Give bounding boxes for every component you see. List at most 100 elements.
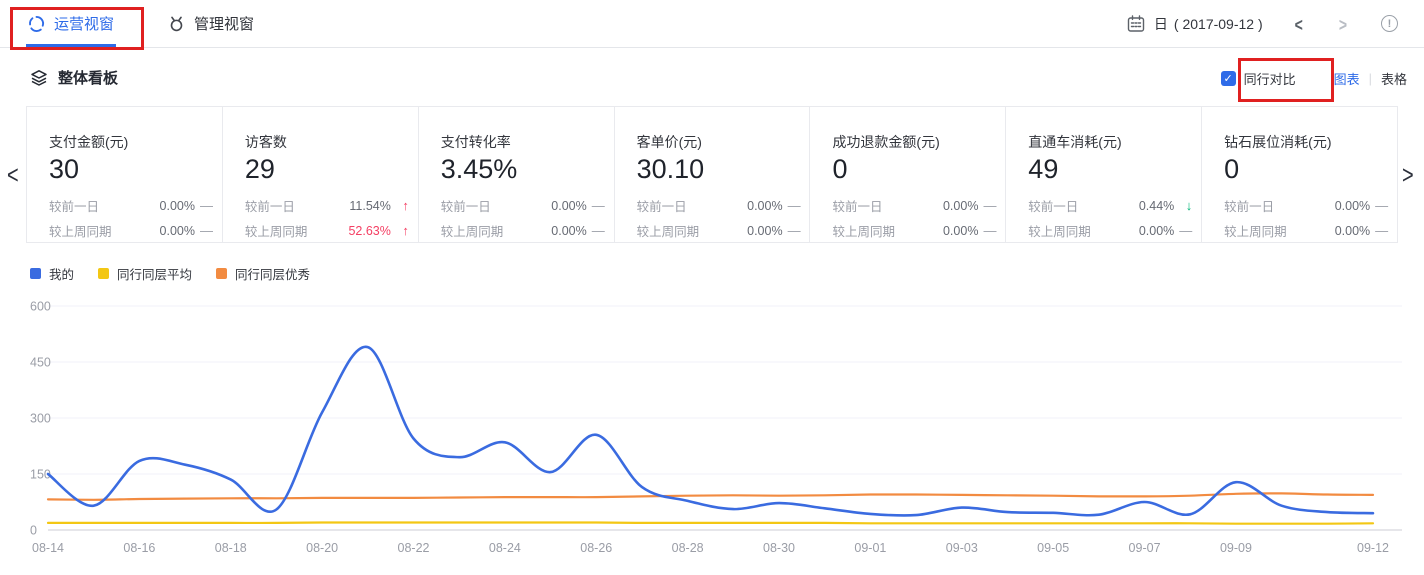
- metric-label: 较上周同期: [1224, 225, 1287, 239]
- kpi-card[interactable]: 客单价(元) 30.10 较前一日 0.00% — 较上周同期 0.00% —: [615, 107, 811, 242]
- kpi-card[interactable]: 直通车消耗(元) 49 较前一日 0.44% ↓ 较上周同期 0.00% —: [1006, 107, 1203, 242]
- kpi-title: 客单价(元): [636, 134, 702, 150]
- kpi-title: 支付金额(元): [49, 134, 129, 150]
- metric-row: 较上周同期 0.00% —: [832, 221, 996, 240]
- metric-label: 较前一日: [440, 200, 491, 214]
- kpi-value: 0: [1224, 154, 1240, 184]
- metric-change-value: 0.00%: [942, 223, 979, 238]
- metric-row: 较前一日 11.54% ↑: [245, 196, 409, 215]
- kpi-value: 0: [832, 154, 848, 184]
- tab-operations[interactable]: 运营视窗: [26, 0, 117, 47]
- kpi-card[interactable]: 访客数 29 较前一日 11.54% ↑ 较上周同期 52.63% ↑: [223, 107, 419, 242]
- metric-label: 较前一日: [1028, 200, 1079, 214]
- x-axis-tick-label: 08-20: [306, 541, 338, 555]
- metric-change-value: 0.00%: [159, 223, 195, 238]
- y-axis-tick-label: 300: [30, 412, 51, 426]
- metric-row: 较前一日 0.00% —: [49, 196, 213, 215]
- metric-label: 较前一日: [1224, 200, 1275, 214]
- metric-label: 较前一日: [244, 200, 295, 214]
- metric-change-value: 0.44%: [1138, 198, 1175, 213]
- metric-change-value: 52.63%: [348, 223, 391, 238]
- metric-change-value: 11.54%: [349, 198, 391, 213]
- kpi-card[interactable]: 支付金额(元) 30 较前一日 0.00% — 较上周同期 0.00% —: [27, 107, 223, 242]
- x-axis-tick-label: 08-24: [489, 541, 521, 555]
- legend-item-series-0[interactable]: 我的: [30, 264, 74, 283]
- kpi-title: 支付转化率: [440, 134, 511, 150]
- x-axis-tick-label: 09-12: [1357, 541, 1389, 555]
- trend-flat-icon: —: [200, 223, 213, 238]
- trend-up-icon: ↑: [402, 198, 409, 213]
- date-next-button[interactable]: >: [1338, 12, 1347, 35]
- y-axis-tick-label: 600: [30, 300, 51, 314]
- metric-row: 较前一日 0.00% —: [1224, 196, 1388, 215]
- tab-label: 运营视窗: [54, 16, 115, 33]
- legend-item-series-2[interactable]: 同行同层优秀: [216, 264, 310, 283]
- trend-flat-icon: —: [1179, 223, 1193, 238]
- operations-view-icon: [28, 15, 45, 32]
- metric-row: 较上周同期 0.00% —: [1028, 221, 1192, 240]
- legend-swatch-icon: [216, 268, 228, 279]
- kpi-cards: 支付金额(元) 30 较前一日 0.00% — 较上周同期 0.00% — 访客数 29 较前一日 1…: [26, 106, 1398, 243]
- kpi-card[interactable]: 成功退款金额(元) 0 较前一日 0.00% — 较上周同期 0.00% —: [810, 107, 1007, 242]
- management-view-icon: [168, 15, 185, 32]
- metric-row: 较前一日 0.00% —: [441, 196, 605, 215]
- date-prev-button[interactable]: <: [1294, 12, 1303, 35]
- trend-flat-icon: —: [1375, 223, 1389, 238]
- metric-label: 较上周同期: [1028, 225, 1091, 239]
- kpi-value: 30: [49, 154, 80, 184]
- metric-label: 较前一日: [636, 200, 687, 214]
- top-tab-bar: 运营视窗 管理视窗 日 ( 2017-09-12 ) < >: [0, 0, 1424, 48]
- date-granularity[interactable]: 日: [1153, 15, 1168, 32]
- view-chart-link[interactable]: 图表: [1333, 72, 1360, 87]
- tab-management[interactable]: 管理视窗: [168, 0, 254, 47]
- peer-compare-checkbox[interactable]: ✓: [1220, 71, 1236, 86]
- info-icon[interactable]: !: [1381, 15, 1398, 32]
- kpi-card[interactable]: 钻石展位消耗(元) 0 较前一日 0.00% — 较上周同期 0.00% —: [1202, 107, 1397, 242]
- calendar-icon[interactable]: [1127, 14, 1145, 33]
- kpi-title: 成功退款金额(元): [832, 134, 940, 150]
- trend-up-icon: ↑: [402, 223, 409, 238]
- trend-flat-icon: —: [787, 223, 801, 238]
- active-tab-indicator: [26, 44, 117, 47]
- view-table-link[interactable]: 表格: [1380, 72, 1407, 87]
- kpi-title: 访客数: [244, 134, 287, 150]
- metric-label: 较上周同期: [832, 225, 895, 239]
- x-axis-tick-label: 08-14: [32, 541, 64, 555]
- x-axis-tick-label: 08-26: [580, 541, 612, 555]
- metric-label: 较上周同期: [440, 225, 504, 239]
- metric-row: 较上周同期 52.63% ↑: [245, 221, 409, 240]
- legend-label: 同行同层平均: [117, 268, 193, 282]
- metric-change-value: 0.00%: [747, 198, 783, 213]
- kpi-value: 49: [1028, 154, 1059, 184]
- view-toggle-separator: |: [1368, 71, 1372, 86]
- peer-compare-label[interactable]: 同行对比: [1243, 72, 1296, 87]
- cards-prev-button[interactable]: <: [7, 161, 19, 191]
- date-controls: 日 ( 2017-09-12 ) < > !: [1127, 0, 1398, 47]
- x-axis-tick-label: 08-18: [215, 541, 247, 555]
- board-toolbar: 整体看板 ✓ 同行对比 图表 | 表格: [0, 48, 1424, 106]
- metric-change-value: 0.00%: [1138, 223, 1175, 238]
- metric-change-value: 0.00%: [551, 198, 587, 213]
- x-axis-tick-label: 09-05: [1037, 541, 1069, 555]
- date-value[interactable]: ( 2017-09-12 ): [1173, 15, 1263, 32]
- metric-change-value: 0.00%: [1334, 198, 1371, 213]
- legend-label: 同行同层优秀: [235, 268, 311, 282]
- series-1-line: [46, 521, 1375, 525]
- x-axis-tick-label: 09-03: [946, 541, 978, 555]
- metric-change-value: 0.00%: [1334, 223, 1371, 238]
- series-2-line: [46, 492, 1375, 501]
- metric-row: 较前一日 0.00% —: [637, 196, 801, 215]
- metric-label: 较上周同期: [636, 225, 700, 239]
- x-axis-tick-label: 08-28: [672, 541, 704, 555]
- cards-next-button[interactable]: >: [1402, 161, 1414, 191]
- view-controls: ✓ 同行对比 图表 | 表格: [1220, 69, 1407, 88]
- x-axis-tick-label: 09-07: [1129, 541, 1161, 555]
- kpi-card[interactable]: 支付转化率 3.45% 较前一日 0.00% — 较上周同期 0.00% —: [419, 107, 615, 242]
- section-header: 整体看板: [30, 67, 118, 88]
- x-axis-tick-label: 08-22: [398, 541, 430, 555]
- metric-row: 较上周同期 0.00% —: [49, 221, 213, 240]
- metric-label: 较前一日: [49, 200, 100, 214]
- trend-flat-icon: —: [200, 198, 213, 213]
- chart-legend: 我的 同行同层平均 同行同层优秀: [30, 264, 310, 283]
- legend-item-series-1[interactable]: 同行同层平均: [98, 264, 192, 283]
